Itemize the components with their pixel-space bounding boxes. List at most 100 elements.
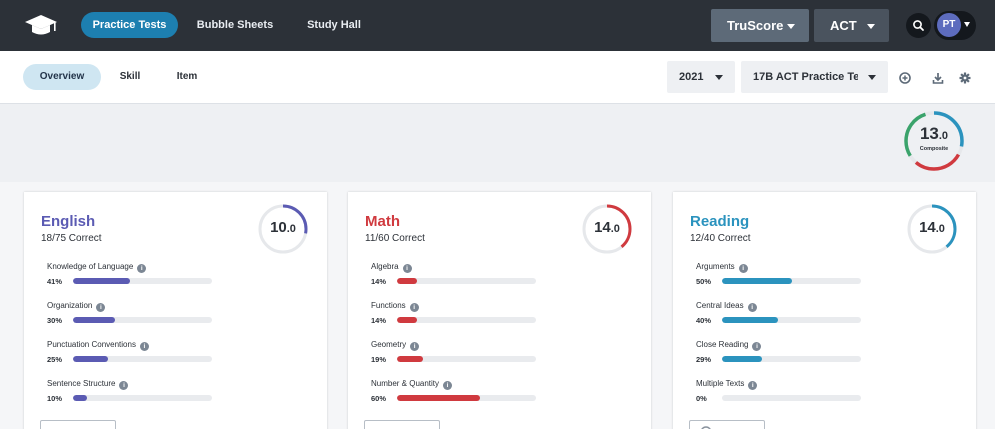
add-circle-icon[interactable] <box>899 72 911 84</box>
english-score-value: 10.0 <box>270 219 296 236</box>
info-icon[interactable]: i <box>752 342 762 351</box>
reading-review-button[interactable]: Review <box>689 420 765 429</box>
score-type-select[interactable]: TruScore <box>711 9 809 42</box>
info-icon[interactable]: i <box>119 381 129 390</box>
info-icon[interactable]: i <box>747 303 757 312</box>
composite-score-value: 13.0 <box>919 124 949 143</box>
reading-title[interactable]: Reading <box>690 213 750 230</box>
skill-row: Sentence Structure i 10% <box>47 379 217 415</box>
skill-progress-bar <box>722 278 861 284</box>
report-toolbar: Overview Skill Item 2021 17B ACT Practic… <box>0 51 995 104</box>
skill-row: Multiple Texts i 0% <box>696 379 866 415</box>
skill-progress-bar <box>397 356 536 362</box>
chevron-down-icon <box>868 75 876 80</box>
english-title[interactable]: English <box>41 213 96 230</box>
skill-name: Sentence Structure i <box>47 379 129 390</box>
skill-name: Algebra i <box>371 262 412 273</box>
gear-icon[interactable] <box>959 72 971 84</box>
skill-name: Punctuation Conventions i <box>47 340 149 351</box>
skill-percent: 14% <box>371 316 387 325</box>
skill-name: Number & Quantity i <box>371 379 453 390</box>
search-button[interactable] <box>906 13 931 38</box>
composite-ring <box>904 111 964 171</box>
eye-icon <box>701 426 711 429</box>
skill-progress-fill <box>73 356 108 362</box>
skill-progress-fill <box>73 395 87 401</box>
skill-name: Multiple Texts i <box>696 379 758 390</box>
year-value: 2021 <box>679 71 704 83</box>
skill-row: Number & Quantity i 60% <box>371 379 541 415</box>
tab-study-hall[interactable]: Study Hall <box>307 19 361 31</box>
tab-bubble-sheets[interactable]: Bubble Sheets <box>196 19 274 31</box>
math-card: Math 11/60 Correct 14.0 Algebra i 14% Func… <box>348 192 651 429</box>
skill-progress-bar <box>397 317 536 323</box>
search-icon <box>913 20 924 31</box>
skill-row: Knowledge of Language i 41% <box>47 262 217 298</box>
skill-percent: 30% <box>47 316 63 325</box>
skill-row: Close Reading i 29% <box>696 340 866 376</box>
exam-value: ACT <box>830 18 857 33</box>
info-icon[interactable]: i <box>137 264 147 273</box>
skill-row: Organization i 30% <box>47 301 217 337</box>
tab-skill[interactable]: Skill <box>119 71 141 82</box>
review-button-label: Review <box>721 424 751 429</box>
info-icon[interactable]: i <box>748 381 758 390</box>
math-score-ring: 14.0 <box>581 203 633 255</box>
math-action-button[interactable] <box>364 420 440 429</box>
chevron-down-icon <box>787 24 795 29</box>
tab-item[interactable]: Item <box>176 71 198 82</box>
test-value: 17B ACT Practice Test <box>753 71 858 83</box>
skill-name: Central Ideas i <box>696 301 757 312</box>
reading-score-value: 14.0 <box>919 219 945 236</box>
skill-progress-fill <box>397 356 424 362</box>
avatar[interactable]: PT <box>937 13 961 37</box>
chevron-down-icon <box>715 75 723 80</box>
info-icon[interactable]: i <box>738 264 748 273</box>
exam-select[interactable]: ACT <box>814 9 889 42</box>
english-score-ring: 10.0 <box>257 203 309 255</box>
skill-row: Functions i 14% <box>371 301 541 337</box>
info-icon[interactable]: i <box>410 342 420 351</box>
english-correct-count: 18/75 Correct <box>41 233 102 244</box>
skill-progress-fill <box>722 278 792 284</box>
skill-progress-fill <box>397 278 417 284</box>
skill-percent: 50% <box>696 277 712 286</box>
skill-progress-bar <box>722 356 861 362</box>
skill-progress-bar <box>722 395 861 401</box>
reading-score-ring: 14.0 <box>906 203 958 255</box>
info-icon[interactable]: i <box>96 303 106 312</box>
skill-progress-fill <box>73 278 130 284</box>
reading-ring-chart <box>907 204 957 254</box>
math-score-value: 14.0 <box>594 219 620 236</box>
english-action-button[interactable] <box>40 420 116 429</box>
english-card: English 18/75 Correct 10.0 Knowledge of L… <box>24 192 327 429</box>
chevron-down-icon[interactable] <box>964 22 970 27</box>
composite-label: Composite <box>919 146 949 152</box>
math-title[interactable]: Math <box>365 213 400 230</box>
year-select[interactable]: 2021 <box>667 61 735 93</box>
info-icon[interactable]: i <box>409 303 419 312</box>
download-icon[interactable] <box>932 72 944 84</box>
tab-practice-tests[interactable]: Practice Tests <box>81 12 178 38</box>
skill-progress-bar <box>397 278 536 284</box>
skill-percent: 25% <box>47 355 63 364</box>
graduation-cap-logo-icon[interactable] <box>24 13 58 39</box>
skill-name: Geometry i <box>371 340 420 351</box>
skill-progress-fill <box>722 356 763 362</box>
skill-progress-bar <box>397 395 536 401</box>
skill-progress-fill <box>397 395 481 401</box>
info-icon[interactable]: i <box>139 342 149 351</box>
skill-row: Central Ideas i 40% <box>696 301 866 337</box>
skill-percent: 60% <box>371 394 387 403</box>
skill-name: Functions i <box>371 301 419 312</box>
skill-name: Arguments i <box>696 262 748 273</box>
skill-row: Punctuation Conventions i 25% <box>47 340 217 376</box>
info-icon[interactable]: i <box>402 264 412 273</box>
test-select[interactable]: 17B ACT Practice Test <box>741 61 888 93</box>
skill-progress-fill <box>722 317 778 323</box>
info-icon[interactable]: i <box>443 381 453 390</box>
tab-overview[interactable]: Overview <box>23 64 101 90</box>
skill-progress-bar <box>722 317 861 323</box>
skill-percent: 19% <box>371 355 387 364</box>
reading-correct-count: 12/40 Correct <box>690 233 751 244</box>
